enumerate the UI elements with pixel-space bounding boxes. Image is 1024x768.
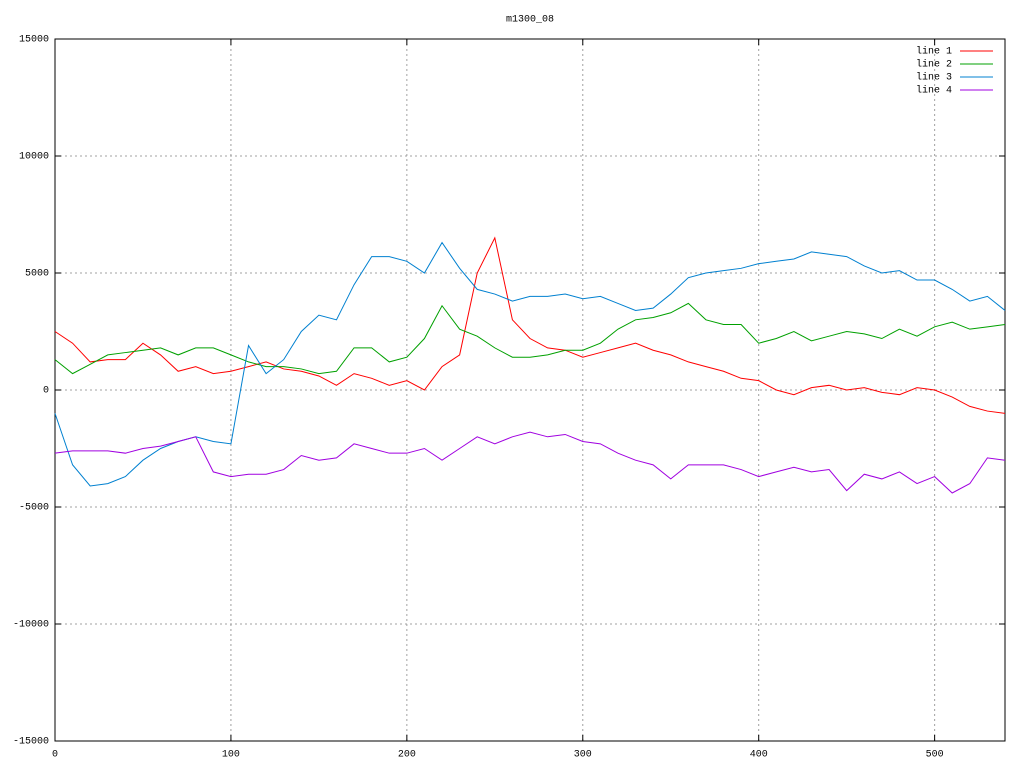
legend-label: line 2: [916, 59, 952, 71]
y-tick-label: 0: [43, 386, 49, 397]
y-tick-label: 10000: [19, 152, 49, 163]
plot-frame: [54, 38, 1006, 742]
x-tick-label: 100: [222, 750, 240, 761]
data-line: [54, 236, 1006, 414]
x-tick-label: 200: [398, 750, 416, 761]
data-line: [54, 241, 1006, 487]
x-tick-label: 0: [52, 750, 58, 761]
x-tick-label: 400: [750, 750, 768, 761]
legend-label: line 4: [916, 85, 952, 97]
legend-label: line 3: [916, 72, 952, 84]
y-tick-label: -10000: [13, 620, 49, 631]
x-tick-label: 300: [574, 750, 592, 761]
x-tick-label: 500: [926, 750, 944, 761]
chart-title: m1300_08: [506, 15, 554, 26]
data-line: [54, 302, 1006, 375]
y-tick-label: 5000: [25, 269, 49, 280]
data-line: [54, 431, 1006, 494]
y-tick-label: -15000: [13, 737, 49, 748]
y-tick-label: 15000: [19, 35, 49, 46]
y-tick-label: -5000: [19, 503, 49, 514]
legend-label: line 1: [916, 46, 952, 58]
